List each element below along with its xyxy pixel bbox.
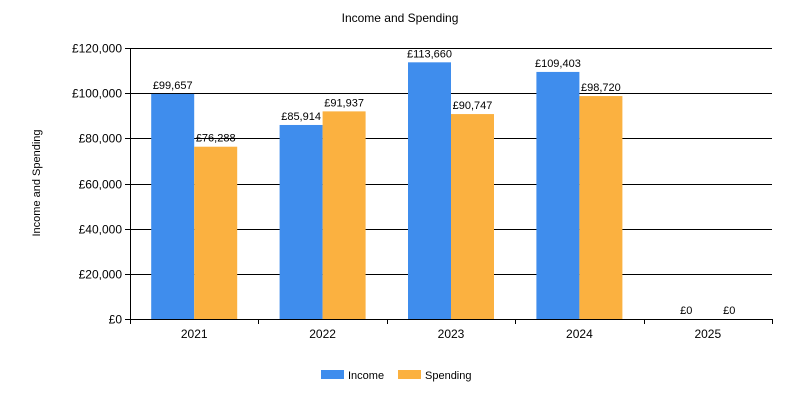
income-bar [279,124,323,320]
y-tick-label: £40,000 [79,223,123,237]
x-tick-label: 2025 [694,327,721,341]
income-bar [536,71,580,320]
spending-bar [322,111,366,319]
legend-spending-label: Spending [425,370,472,382]
data-label: £76,288 [196,133,236,145]
data-label: £91,937 [324,97,364,109]
y-tick-label: £0 [109,313,123,327]
legend-income-label: Income [348,370,384,382]
y-tick-label: £120,000 [72,42,122,56]
data-label: £0 [723,305,735,317]
data-label: £99,657 [153,80,193,92]
legend-spending-swatch [398,370,421,379]
income-bar [151,93,195,319]
x-tick-label: 2022 [309,327,336,341]
y-tick-label: £100,000 [72,87,122,101]
y-tick-label: £80,000 [79,132,123,146]
chart-title: Income and Spending [342,11,459,25]
x-tick-label: 2021 [181,327,208,341]
legend: Income Spending [321,370,472,382]
y-tick-label: £60,000 [79,178,123,192]
spending-bar [579,96,623,319]
data-label: £0 [680,305,692,317]
data-label: £113,660 [407,48,452,60]
data-label: £90,747 [453,100,493,112]
data-labels: £99,657 £76,288 £85,914£91,937 £113,660 £90,… [153,48,736,317]
x-tick-label: 2023 [438,327,465,341]
y-tick-label: £20,000 [79,268,123,282]
legend-income-swatch [321,370,344,379]
data-label: £98,720 [581,82,621,94]
x-tick-label: 2024 [566,327,593,341]
bars [151,62,623,320]
data-label: £109,403 [535,58,581,70]
income-bar [408,62,451,319]
spending-bar [451,114,494,320]
data-label: £85,914 [281,111,321,123]
axes: £0 £20,000 £40,000 £60,000 £80,000 £100,000 £1… [72,42,773,341]
spending-bar [194,146,238,319]
y-axis-label: Income and Spending [31,129,43,236]
